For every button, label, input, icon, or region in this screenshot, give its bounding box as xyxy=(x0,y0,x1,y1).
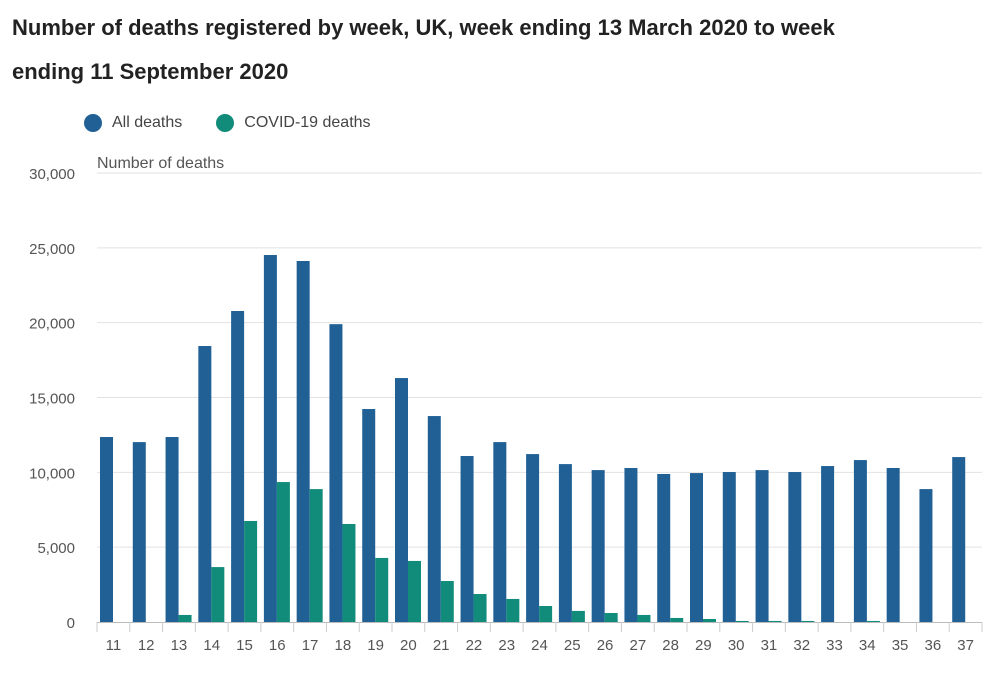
bar-covid-deaths xyxy=(703,619,716,622)
x-tick-label: 34 xyxy=(859,637,876,654)
legend-label: COVID-19 deaths xyxy=(244,114,371,131)
x-tick-label: 15 xyxy=(236,637,253,654)
bar-all-deaths xyxy=(165,437,179,622)
x-tick-label: 29 xyxy=(695,637,712,654)
bar-all-deaths xyxy=(395,378,408,622)
bar-all-deaths xyxy=(657,473,671,622)
bar-covid-deaths xyxy=(244,520,258,622)
bar-covid-deaths xyxy=(866,620,880,622)
bar-covid-deaths xyxy=(309,489,323,622)
y-tick-label: 30,000 xyxy=(29,166,75,183)
x-tick-label: 12 xyxy=(138,637,155,654)
bar-covid-deaths xyxy=(440,580,454,622)
x-tick-label: 19 xyxy=(367,637,384,654)
bar-covid-deaths xyxy=(637,614,651,622)
x-tick-label: 24 xyxy=(531,637,548,654)
x-tick-label: 22 xyxy=(466,637,483,654)
bar-all-deaths xyxy=(198,346,212,622)
y-tick-label: 5,000 xyxy=(37,540,75,557)
legend-item-covid-deaths[interactable]: COVID-19 deaths xyxy=(216,114,371,132)
bar-all-deaths xyxy=(952,457,966,622)
x-tick-label: 11 xyxy=(106,637,122,654)
bar-all-deaths xyxy=(558,464,572,622)
bar-all-deaths xyxy=(591,470,605,622)
y-axis-label: Number of deaths xyxy=(97,155,224,172)
x-tick-label: 16 xyxy=(269,637,286,654)
bar-all-deaths xyxy=(231,310,245,622)
legend-swatch xyxy=(216,114,235,132)
bar-covid-deaths xyxy=(178,614,192,622)
legend: All deaths COVID-19 deaths xyxy=(84,114,371,132)
bar-covid-deaths xyxy=(211,567,225,622)
bar-all-deaths xyxy=(493,442,507,622)
bar-covid-deaths xyxy=(408,560,421,622)
x-tick-label: 18 xyxy=(334,637,351,654)
bar-covid-deaths xyxy=(768,620,782,622)
x-tick-label: 26 xyxy=(597,637,614,654)
x-tick-label: 27 xyxy=(629,637,646,654)
x-tick-label: 23 xyxy=(498,637,515,654)
bar-all-deaths xyxy=(526,454,540,622)
bar-all-deaths xyxy=(329,324,343,622)
y-tick-label: 0 xyxy=(67,615,75,632)
legend-label: All deaths xyxy=(112,114,183,131)
bar-covid-deaths xyxy=(604,613,618,622)
bar-covid-deaths xyxy=(539,605,553,622)
bar-covid-deaths xyxy=(735,620,749,622)
bar-covid-deaths xyxy=(473,594,487,622)
chart-title: Number of deaths registered by week, UK,… xyxy=(12,15,835,84)
bar-all-deaths xyxy=(362,409,376,622)
bar-all-deaths xyxy=(460,456,474,622)
x-tick-label: 31 xyxy=(761,637,778,654)
y-tick-label: 10,000 xyxy=(29,465,75,482)
bar-all-deaths xyxy=(690,473,703,622)
x-tick-label: 28 xyxy=(662,637,679,654)
x-tick-label: 37 xyxy=(957,637,974,654)
x-tick-label: 32 xyxy=(793,637,810,654)
bar-covid-deaths xyxy=(571,610,585,622)
x-tick-label: 36 xyxy=(924,637,941,654)
legend-item-all-deaths[interactable]: All deaths xyxy=(84,114,182,132)
bar-all-deaths xyxy=(821,466,835,622)
bar-covid-deaths xyxy=(506,598,520,622)
bar-covid-deaths xyxy=(276,482,290,622)
bar-all-deaths xyxy=(886,467,900,622)
x-tick-label: 13 xyxy=(171,637,188,654)
bar-covid-deaths xyxy=(801,620,815,622)
bar-covid-deaths xyxy=(342,523,356,622)
bar-all-deaths xyxy=(755,470,769,622)
bar-all-deaths xyxy=(100,437,113,622)
y-tick-label: 20,000 xyxy=(29,316,75,333)
bar-covid-deaths xyxy=(670,617,684,622)
x-tick-label: 21 xyxy=(433,637,450,654)
legend-swatch xyxy=(84,114,102,132)
bar-all-deaths xyxy=(722,472,736,622)
y-tick-label: 25,000 xyxy=(29,241,75,258)
x-tick-label: 25 xyxy=(564,637,581,654)
bar-all-deaths xyxy=(132,442,146,622)
bar-all-deaths xyxy=(788,472,802,622)
bar-all-deaths xyxy=(296,261,310,622)
bar-all-deaths xyxy=(624,467,638,622)
bar-covid-deaths xyxy=(375,557,389,622)
x-tick-label: 14 xyxy=(203,637,220,654)
bar-all-deaths xyxy=(427,416,441,622)
x-tick-label: 33 xyxy=(826,637,843,654)
y-tick-label: 15,000 xyxy=(29,391,75,408)
bar-all-deaths xyxy=(919,489,933,622)
bar-all-deaths xyxy=(263,255,277,622)
x-tick-label: 17 xyxy=(302,637,319,654)
x-tick-label: 35 xyxy=(892,637,909,654)
x-tick-label: 30 xyxy=(728,637,745,654)
x-tick-label: 20 xyxy=(400,637,417,654)
bar-all-deaths xyxy=(853,460,867,622)
